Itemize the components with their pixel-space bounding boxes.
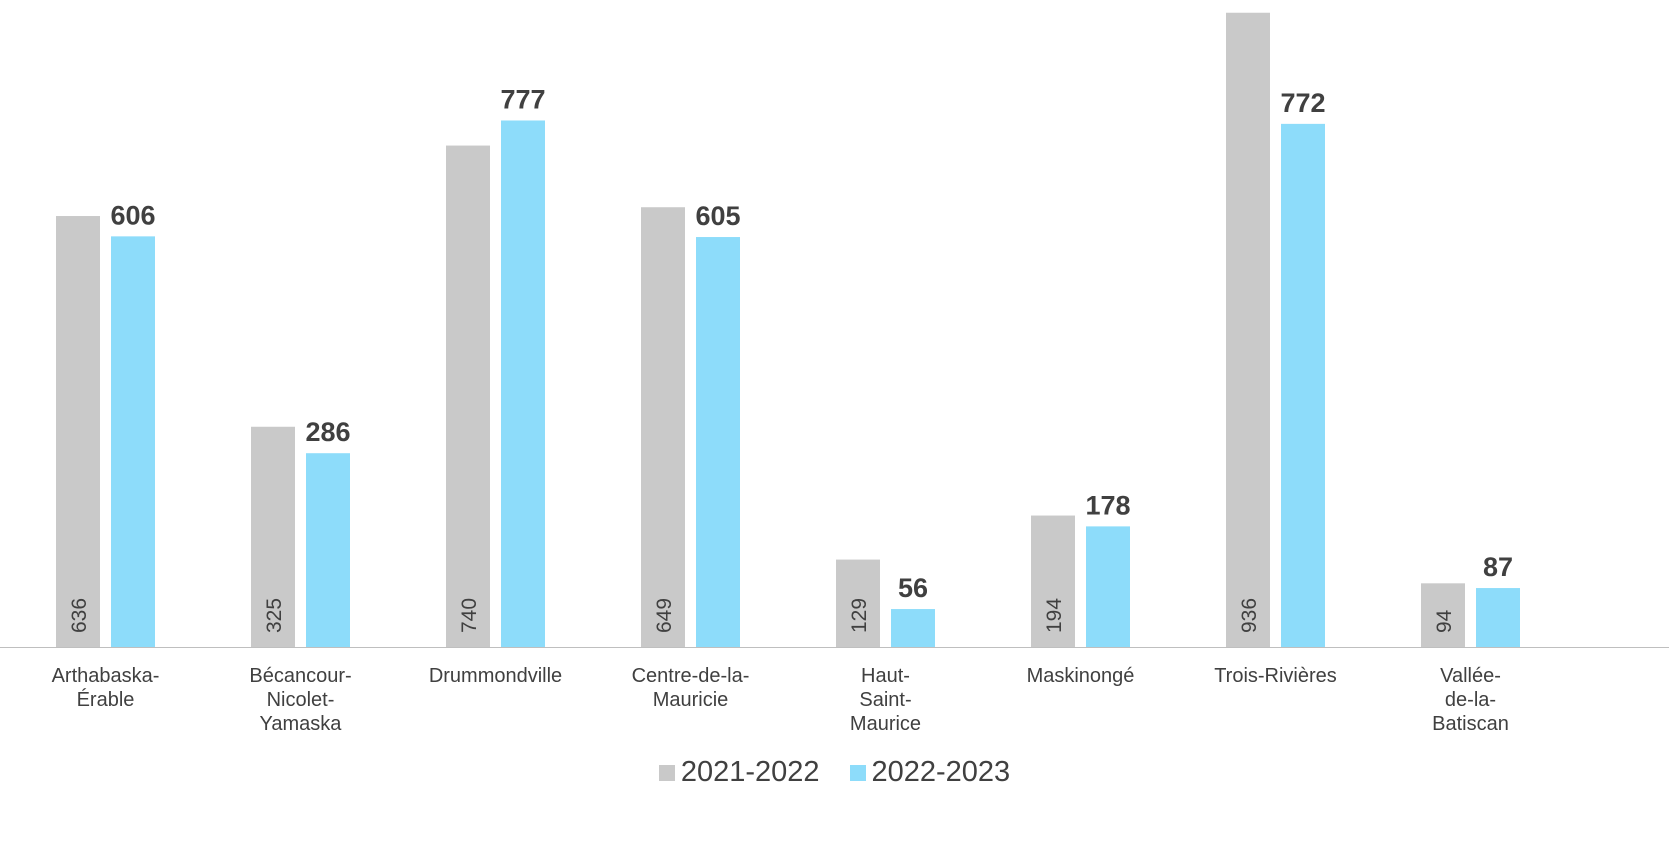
category-label-1: Bécancour-Nicolet-Yamaska	[249, 665, 351, 735]
bar-2021-2022-0	[56, 216, 100, 647]
category-label-0: Arthabaska-Érable	[52, 665, 160, 711]
legend-label-2021-2022: 2021-2022	[680, 756, 820, 788]
legend-item-2022-2023: 2022-2023	[849, 756, 1011, 789]
bar-2022-2023-5	[1086, 526, 1130, 647]
legend-item-2021-2022: 2021-2022	[658, 756, 820, 789]
legend-swatch-2022-2023	[849, 764, 866, 781]
category-label-5: Maskinongé	[1027, 665, 1135, 687]
legend-label-2022-2023: 2022-2023	[871, 756, 1011, 788]
data-label-2022-2023-0: 606	[110, 200, 155, 230]
legend-swatch-2021-2022	[658, 764, 675, 781]
bar-2021-2022-2	[446, 145, 490, 647]
legend: 2021-2022 2022-2023	[0, 756, 1669, 789]
category-label-6: Trois-Rivières	[1214, 665, 1337, 687]
data-label-2021-2022-5: 194	[1043, 598, 1066, 633]
data-label-2022-2023-4: 56	[898, 573, 928, 603]
data-label-2021-2022-2: 740	[458, 598, 481, 633]
data-label-2022-2023-2: 777	[500, 84, 545, 114]
data-label-2022-2023-5: 178	[1085, 490, 1130, 520]
category-label-7: Vallée-de-la-Batiscan	[1432, 665, 1509, 735]
bar-2022-2023-3	[696, 237, 740, 647]
data-label-2022-2023-7: 87	[1483, 552, 1513, 582]
bar-2021-2022-4	[836, 559, 880, 647]
data-label-2022-2023-1: 286	[305, 417, 350, 447]
data-label-2021-2022-1: 325	[263, 598, 286, 633]
bar-2022-2023-6	[1281, 123, 1325, 648]
data-label-2022-2023-6: 772	[1280, 88, 1325, 118]
data-label-2021-2022-3: 649	[653, 598, 676, 633]
bar-2021-2022-3	[641, 207, 685, 648]
category-label-4: Haut-Saint-Maurice	[850, 665, 921, 735]
data-label-2021-2022-6: 936	[1238, 598, 1261, 633]
bar-2022-2023-7	[1476, 588, 1520, 647]
bar-2021-2022-5	[1031, 515, 1075, 647]
bar-2022-2023-4	[891, 609, 935, 647]
data-label-2021-2022-4: 129	[848, 598, 871, 633]
bar-2022-2023-0	[111, 236, 155, 647]
data-label-2021-2022-7: 94	[1433, 609, 1456, 633]
data-label-2022-2023-3: 605	[695, 201, 740, 231]
bar-2021-2022-1	[251, 426, 295, 647]
bar-2022-2023-2	[501, 120, 545, 647]
category-label-3: Centre-de-la-Mauricie	[632, 665, 750, 711]
bar-2021-2022-7	[1421, 583, 1465, 647]
category-label-2: Drummondville	[429, 665, 562, 687]
data-label-2021-2022-0: 636	[68, 598, 91, 633]
bar-2021-2022-6	[1226, 12, 1270, 648]
bar-2022-2023-1	[306, 453, 350, 647]
